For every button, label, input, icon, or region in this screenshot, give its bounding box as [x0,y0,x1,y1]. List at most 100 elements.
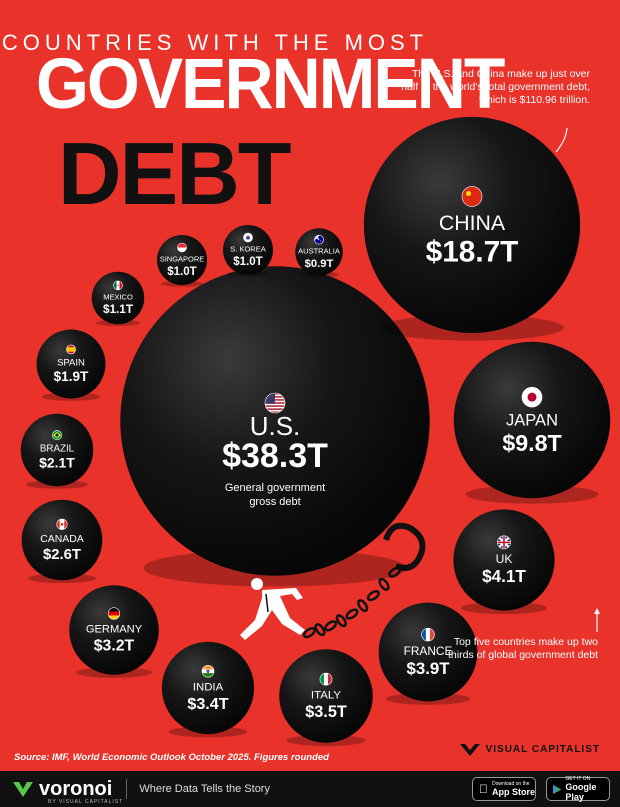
debt-ball [36,329,106,399]
us-flag-icon [265,393,285,413]
google-play-button[interactable]: GET IT ON Google Play [546,776,610,802]
debt-ball [279,649,373,743]
tagline: Where Data Tells the Story [126,779,270,799]
ball-canada: CANADA $2.6T [21,499,103,584]
country-name: FRANCE [404,644,453,658]
voronoi-icon [13,782,33,797]
debt-ball [378,602,478,702]
ball-germany: GERMANY $3.2T [69,585,159,678]
debt-value: $3.9T [406,659,450,678]
chain-link [324,620,338,632]
south-korea-flag-icon [243,233,253,242]
app-store-small-label: Download on the [483,781,530,787]
voronoi-name: voronoi [39,777,113,800]
app-store-button[interactable]:  Download on the App Store [472,777,536,801]
visual-capitalist-icon [459,744,480,756]
debt-ball [120,266,430,576]
country-name: AUSTRALIA [298,247,340,256]
top-annotation-arrow [555,127,568,153]
country-name: UK [496,552,513,566]
country-name: CANADA [40,534,84,545]
spain-flag-icon [66,344,76,354]
chain-link [388,566,402,578]
debt-ball [69,585,159,675]
debt-ball [91,271,145,325]
debt-value: $3.4T [187,695,228,713]
ball-mexico: MEXICO $1.1T [91,271,145,327]
debt-value: $18.7T [426,236,519,269]
subtitle: COUNTRIES WITH THE MOST [1,30,429,55]
ball-japan: JAPAN$9.8T [453,341,611,504]
top-annotation: The U.S. and China make up just over hal… [401,68,590,106]
ball-brazil: BRAZIL$2.1T [20,413,94,489]
debt-value: $9.8T [502,430,561,456]
arrow-head-icon [594,608,600,614]
debt-value: $3.5T [305,703,347,721]
google-play-icon [553,784,562,794]
ball-u-s: U.S.$38.3T General government gross debt [120,266,430,587]
debt-ball [21,499,103,581]
voronoi-logo[interactable]: voronoi [12,778,112,801]
ball-spain: SPAIN$1.9T [36,329,106,401]
mexico-flag-icon [113,280,123,290]
india-flag-icon [202,665,214,678]
ball-australia: AUSTRALIA $0.9T [295,228,343,278]
ball-china: CHINA$18.7T [363,116,581,341]
debt-ball [161,641,255,735]
ball-s-korea: S. KOREA $1.0T [223,225,273,277]
bottom-annotation: Top five countries make up two thirds of… [448,636,599,661]
debt-value: $0.9T [305,258,334,270]
chain-link [335,614,347,628]
chain-link [357,599,369,613]
uk-flag-icon [497,535,511,549]
apple-icon:  [479,782,488,796]
country-name: CHINA [439,211,506,235]
chain-link [345,608,359,620]
publisher-name: VISUAL CAPITALIST [485,744,600,755]
italy-flag-icon [319,673,333,686]
chain-link [366,590,380,602]
ball-france: FRANCE$3.9T [378,602,478,705]
brazil-flag-icon [52,430,62,440]
ball-singapore: SINGAPORE $1.0T [157,235,207,287]
visual-capitalist-logo: VISUAL CAPITALIST [458,742,600,758]
canada-flag-icon [56,519,68,530]
country-name: ITALY [311,690,342,702]
debt-value: $1.0T [233,256,262,268]
china-flag-icon [462,186,482,207]
debt-ball [363,116,581,334]
running-man-icon [240,578,305,640]
chain-link [302,627,316,639]
debt-ball [453,341,611,499]
source-note: Source: IMF, World Economic Outlook Octo… [14,752,329,763]
debt-value: $1.1T [103,303,134,316]
country-name: JAPAN [506,411,558,430]
debt-ball [157,235,207,285]
debt-value: $1.0T [167,266,196,278]
ball-chain [302,522,426,639]
debt-value: $2.6T [43,547,81,563]
debt-value: $1.9T [54,369,89,384]
debt-value: $3.2T [94,637,135,654]
country-name: SPAIN [57,357,85,368]
country-name: BRAZIL [40,444,75,455]
ball-india: INDIA$3.4T [161,641,255,738]
country-name: GERMANY [86,623,143,635]
ball-uk: UK$4.1T [453,509,555,615]
google-play-small-label: GET IT ON [565,776,591,782]
debt-value: $38.3T [222,437,328,475]
country-name: S. KOREA [230,245,265,254]
country-name: U.S. [250,411,301,441]
germany-flag-icon [108,607,120,620]
title-line-2: DEBT [58,124,292,223]
debt-ball [223,225,273,275]
debt-value: $4.1T [482,566,526,586]
debt-value: $2.1T [39,455,75,471]
debt-ball [453,509,555,611]
us-note: General government gross debt [225,482,325,508]
singapore-flag-icon [177,243,187,252]
chain-link [378,577,390,591]
debt-ball [20,413,94,487]
